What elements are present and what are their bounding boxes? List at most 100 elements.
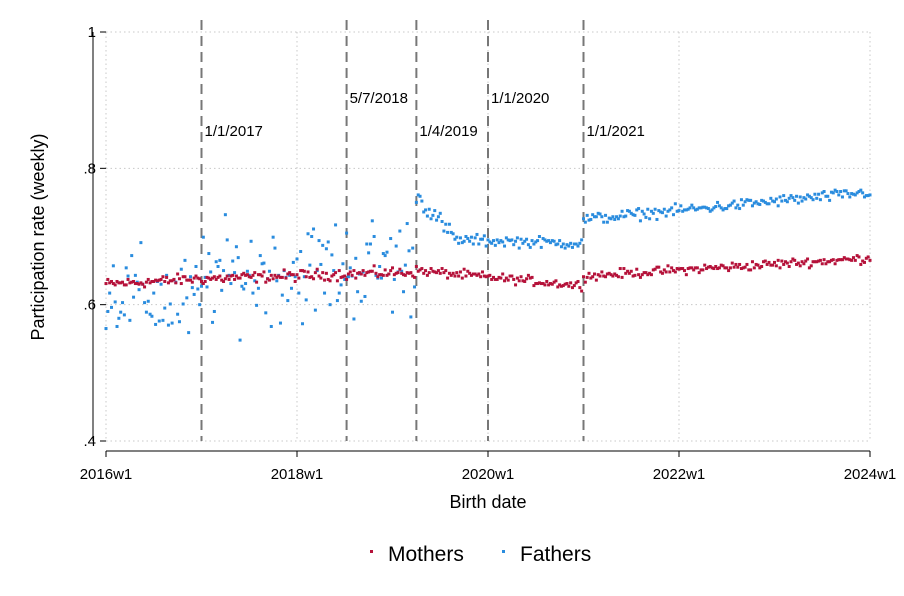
- mothers-point: [716, 267, 720, 271]
- fathers-point: [341, 262, 345, 266]
- fathers-point: [381, 252, 385, 256]
- fathers-point: [482, 234, 486, 238]
- legend-label: Mothers: [388, 543, 464, 566]
- fathers-point: [446, 230, 450, 234]
- fathers-point: [295, 257, 299, 261]
- fathers-point: [335, 299, 339, 303]
- fathers-point: [273, 246, 277, 250]
- fathers-point: [359, 299, 363, 303]
- mothers-point: [284, 276, 288, 280]
- mothers-point: [271, 277, 275, 281]
- fathers-point: [802, 196, 806, 200]
- fathers-point: [642, 212, 646, 216]
- mothers-point: [642, 271, 646, 275]
- fathers-point: [526, 243, 530, 247]
- fathers-point: [168, 302, 172, 306]
- fathers-point: [690, 203, 694, 207]
- fathers-point: [850, 192, 854, 196]
- fathers-point: [223, 213, 227, 217]
- fathers-point: [559, 245, 563, 249]
- mothers-point: [563, 282, 567, 286]
- mothers-point: [626, 269, 630, 273]
- fathers-point: [787, 196, 791, 200]
- fathers-point: [789, 194, 793, 198]
- fathers-point: [739, 198, 743, 202]
- mothers-point: [501, 272, 505, 276]
- mothers-point: [640, 273, 644, 277]
- mothers-point: [831, 258, 835, 262]
- fathers-point: [200, 284, 203, 288]
- mothers-point: [122, 283, 126, 287]
- mothers-point: [460, 276, 464, 280]
- mothers-point: [559, 284, 563, 288]
- mothers-point: [245, 273, 249, 277]
- fathers-point: [532, 242, 536, 246]
- mothers-point: [853, 258, 857, 262]
- fathers-point: [383, 254, 387, 258]
- mothers-point: [306, 270, 310, 274]
- mothers-point: [229, 274, 233, 278]
- mothers-point: [712, 267, 716, 271]
- event-line-label: 5/7/2018: [350, 90, 408, 107]
- mothers-point: [389, 269, 393, 273]
- fathers-point: [570, 245, 574, 249]
- fathers-point: [306, 232, 310, 236]
- mothers-point: [539, 282, 543, 286]
- fathers-point: [363, 294, 367, 298]
- mothers-point: [350, 273, 354, 277]
- mothers-point: [721, 264, 725, 268]
- fathers-point: [525, 237, 529, 241]
- mothers-point: [185, 278, 189, 282]
- mothers-point: [190, 280, 194, 284]
- mothers-point: [679, 267, 683, 271]
- mothers-point: [161, 275, 165, 279]
- fathers-point: [743, 200, 747, 204]
- event-line-label: 1/4/2019: [419, 123, 477, 140]
- axes: [92, 31, 871, 457]
- fathers-point: [286, 299, 290, 303]
- fathers-point: [749, 198, 753, 202]
- mothers-point: [490, 277, 494, 281]
- fathers-point: [236, 256, 240, 260]
- fathers-point: [626, 209, 630, 213]
- mothers-point: [598, 274, 602, 278]
- fathers-point: [558, 239, 562, 243]
- mothers-point: [117, 281, 121, 285]
- fathers-point: [251, 291, 255, 295]
- fathers-point: [484, 244, 488, 248]
- fathers-point: [692, 206, 696, 210]
- mothers-point: [269, 273, 273, 277]
- fathers-point: [392, 277, 396, 281]
- mothers-point: [174, 281, 178, 285]
- fathers-point: [501, 240, 505, 244]
- fathers-point: [110, 305, 114, 309]
- fathers-point: [512, 243, 516, 247]
- fathers-point: [159, 282, 163, 286]
- fathers-point: [552, 239, 556, 243]
- fathers-point: [723, 207, 727, 211]
- fathers-point: [240, 284, 244, 288]
- fathers-point: [192, 292, 196, 296]
- mothers-point: [517, 279, 521, 283]
- mothers-point: [732, 265, 736, 269]
- mothers-point: [506, 278, 510, 282]
- mothers-point: [183, 275, 187, 279]
- fathers-point: [683, 208, 687, 212]
- mothers-point: [561, 284, 565, 288]
- fathers-point: [260, 262, 264, 266]
- fathers-point: [196, 287, 200, 291]
- fathers-point: [288, 273, 292, 277]
- fathers-point: [583, 220, 587, 224]
- fathers-point: [679, 204, 683, 208]
- fathers-point: [784, 198, 788, 202]
- mothers-point: [157, 278, 161, 282]
- fathers-point: [150, 314, 154, 318]
- mothers-point: [110, 279, 114, 283]
- mothers-point: [784, 260, 788, 264]
- fathers-point: [644, 215, 648, 219]
- mothers-point: [776, 258, 780, 262]
- fathers-point: [822, 190, 826, 194]
- fathers-point: [705, 206, 709, 210]
- mothers-point: [352, 269, 356, 273]
- mothers-point: [706, 265, 710, 269]
